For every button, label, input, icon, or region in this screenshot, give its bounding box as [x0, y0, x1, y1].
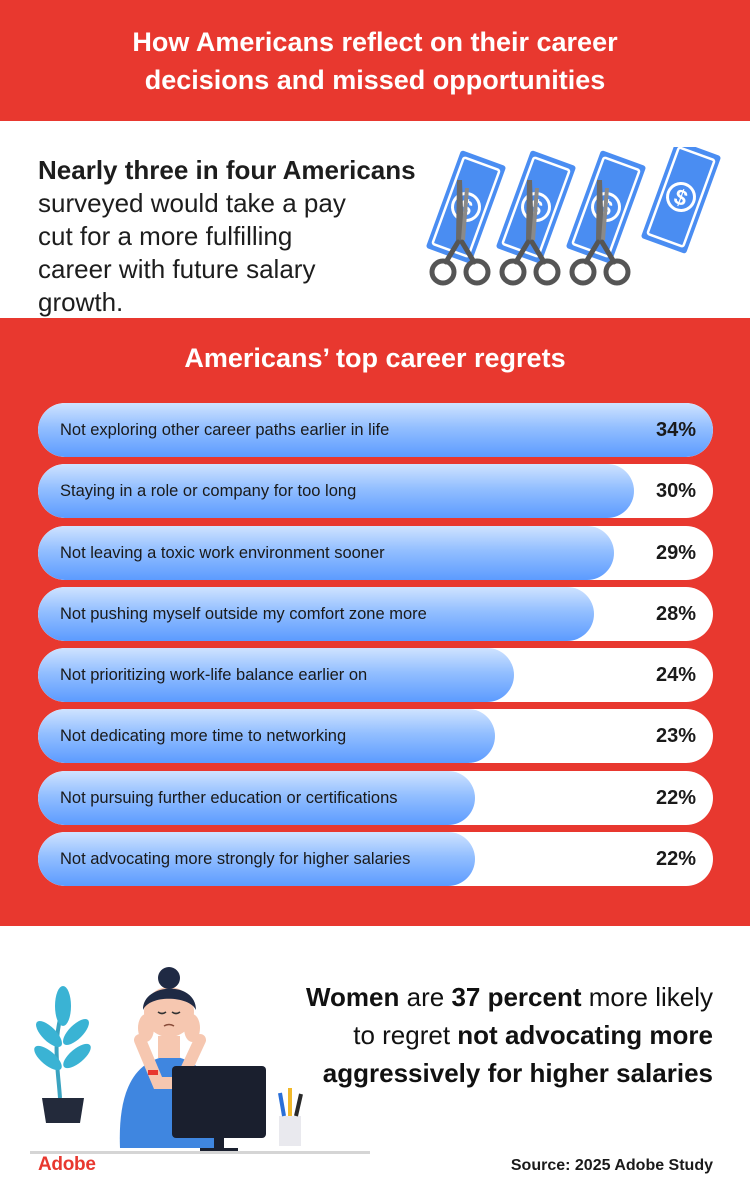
- stressed-woman-at-desk-icon: [30, 967, 370, 1154]
- bar-label: Not pursuing further education or certif…: [60, 788, 398, 807]
- bar-row: Not pushing myself outside my comfort zo…: [38, 586, 713, 641]
- bar-value-label: 34%: [655, 419, 696, 441]
- bar-row: Not exploring other career paths earlier…: [38, 403, 713, 457]
- bar: [38, 709, 495, 764]
- stat-body: surveyed would take a pay cut for a more…: [38, 188, 346, 317]
- bar: [38, 464, 634, 519]
- bar: [38, 648, 514, 703]
- stat-text: Nearly three in four Americans surveyed …: [38, 154, 458, 319]
- bar-value-label: 22%: [655, 786, 696, 809]
- bar-list: Not exploring other career paths earlier…: [38, 403, 713, 893]
- bar-label: Staying in a role or company for too lon…: [60, 482, 357, 501]
- bottom-section: Women are 37 percent more likely to regr…: [0, 926, 750, 1191]
- bar: [38, 525, 614, 580]
- women-stat-part: not advocating more aggressively for hig…: [322, 1020, 713, 1088]
- chart-title: Americans’ top career regrets: [184, 343, 566, 373]
- bar: [38, 586, 594, 641]
- bar: [38, 770, 475, 825]
- bar-label: Not leaving a toxic work environment soo…: [60, 543, 385, 562]
- adobe-logo: Adobe: [38, 1154, 96, 1175]
- stat-headline: Nearly three in four Americans: [38, 155, 416, 185]
- bar-row: Not prioritizing work-life balance earli…: [38, 648, 713, 703]
- bar-label: Not prioritizing work-life balance earli…: [60, 666, 368, 685]
- bar-label: Not exploring other career paths earlier…: [60, 421, 390, 439]
- bar-value-label: 28%: [655, 602, 696, 625]
- regrets-chart: Americans’ top career regrets Not explor…: [0, 318, 750, 926]
- women-stat-part: more likely to regret: [353, 982, 713, 1050]
- bar: [38, 832, 475, 887]
- stat-section: Nearly three in four Americans surveyed …: [0, 121, 750, 318]
- bar-row: Staying in a role or company for too lon…: [38, 464, 713, 519]
- women-stat-part: are: [399, 982, 452, 1012]
- bar-value-label: 22%: [655, 848, 696, 871]
- bar-value-label: 23%: [655, 725, 696, 748]
- women-stat-part: Women: [305, 982, 400, 1012]
- source-note: Source: 2025 Adobe Study: [510, 1157, 713, 1174]
- bar-row: Not pursuing further education or certif…: [38, 770, 713, 825]
- header-banner: How Americans reflect on their career de…: [0, 0, 750, 121]
- bar: [38, 403, 713, 457]
- bar-label: Not pushing myself outside my comfort zo…: [60, 604, 427, 623]
- bar-value-label: 30%: [655, 480, 696, 503]
- bar-value-label: 24%: [655, 664, 696, 687]
- bar-row: Not advocating more strongly for higher …: [38, 832, 713, 887]
- money-cut-icon: $: [426, 147, 723, 297]
- bar-label: Not advocating more strongly for higher …: [60, 850, 411, 869]
- bar-row: Not dedicating more time to networking 23…: [38, 709, 713, 764]
- bar-value-label: 29%: [655, 541, 696, 564]
- page-title: How Americans reflect on their career de…: [132, 26, 618, 95]
- bar-label: Not dedicating more time to networking: [60, 727, 347, 746]
- women-stat-part: 37 percent: [451, 982, 582, 1012]
- women-stat: Women are 37 percent more likely to regr…: [283, 978, 713, 1092]
- bar-row: Not leaving a toxic work environment soo…: [38, 525, 713, 580]
